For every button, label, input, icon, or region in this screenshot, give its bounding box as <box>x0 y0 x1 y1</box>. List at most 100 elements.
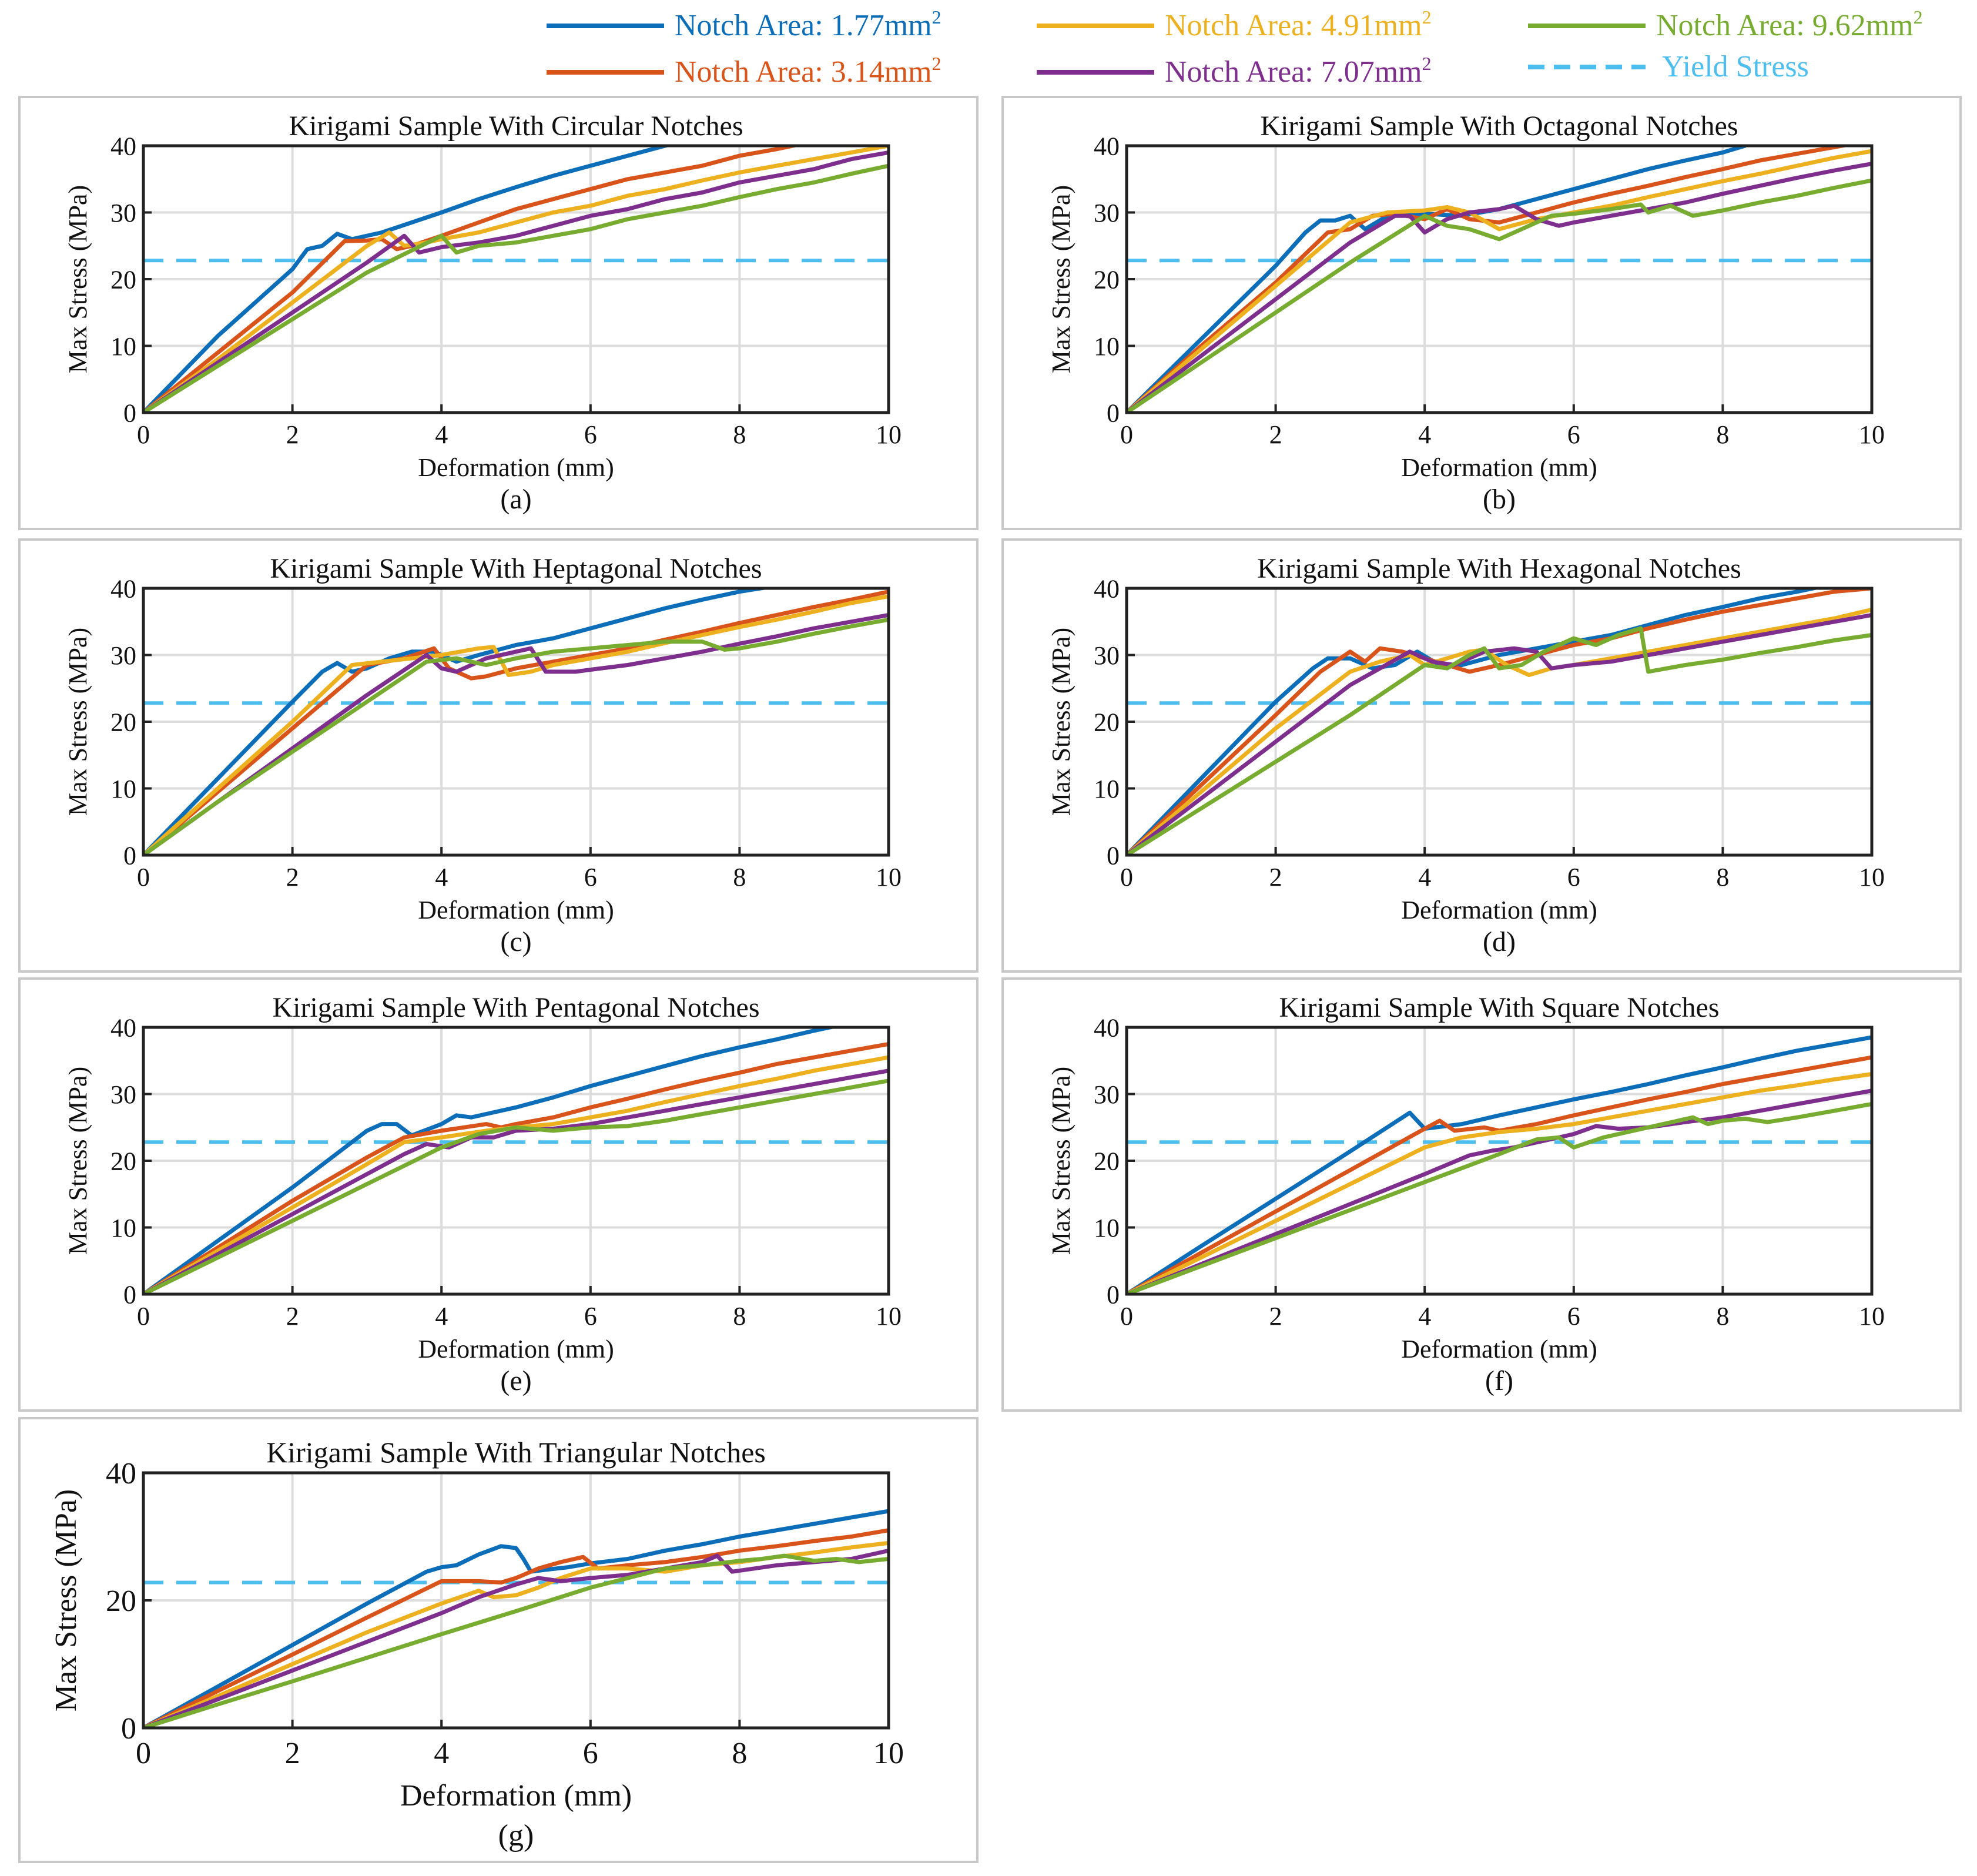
x-tick-label: 2 <box>1269 1302 1282 1331</box>
legend-item-s5: Notch Area: 9.62mm2 <box>1528 6 1923 42</box>
x-tick-label: 0 <box>137 863 150 892</box>
y-axis-label: Max Stress (MPa) <box>1047 185 1075 373</box>
x-tick-label: 8 <box>733 1302 746 1331</box>
series-line-2 <box>1127 1055 1872 1294</box>
x-tick-label: 10 <box>873 1737 904 1770</box>
x-tick-label: 2 <box>286 1302 299 1331</box>
series-line-5 <box>143 1553 889 1728</box>
chart-title: Kirigami Sample With Square Notches <box>1279 992 1719 1023</box>
panel-label: (f) <box>1485 1365 1513 1396</box>
x-axis-label: Deformation (mm) <box>418 896 614 924</box>
x-axis-label: Deformation (mm) <box>400 1779 632 1813</box>
x-tick-label: 6 <box>583 1737 598 1770</box>
x-axis-label: Deformation (mm) <box>1401 453 1597 482</box>
series-line-5 <box>143 163 889 413</box>
y-axis-label: Max Stress (MPa) <box>1047 628 1075 816</box>
legend-label-s1: Notch Area: 1.77mm2 <box>675 6 941 42</box>
x-axis-label: Deformation (mm) <box>418 453 614 482</box>
x-tick-label: 4 <box>1418 420 1431 449</box>
y-tick-label: 10 <box>1094 332 1120 361</box>
series-line-3 <box>1127 607 1872 855</box>
legend-sup-s3: 2 <box>1422 6 1432 28</box>
y-tick-label: 40 <box>1094 1013 1120 1042</box>
panel-f: Kirigami Sample With Square Notches 0 2 4 6 8… <box>1001 977 1962 1412</box>
x-axis-label: Deformation (mm) <box>1401 1335 1597 1364</box>
x-tick-label: 2 <box>285 1737 300 1770</box>
y-tick-label: 30 <box>1094 199 1120 227</box>
panel-frame <box>1001 538 1962 973</box>
chart-title: Kirigami Sample With Octagonal Notches <box>1261 110 1738 142</box>
x-tick-label: 10 <box>1859 863 1885 892</box>
series-line-2 <box>143 146 801 413</box>
y-axis-label: Max Stress (MPa) <box>63 1067 92 1255</box>
x-axis-label: Deformation (mm) <box>418 1335 614 1364</box>
y-tick-label: 0 <box>123 398 136 427</box>
x-tick-label: 6 <box>584 1302 597 1331</box>
y-tick-label: 40 <box>110 574 136 603</box>
x-tick-label: 6 <box>1567 420 1580 449</box>
series-line-5 <box>143 617 889 855</box>
series-line-3 <box>143 146 889 413</box>
series-line-4 <box>1127 612 1872 855</box>
x-tick-label: 0 <box>137 1302 150 1331</box>
x-tick-label: 4 <box>435 863 448 892</box>
chart-title: Kirigami Sample With Heptagonal Notches <box>270 553 762 584</box>
x-tick-label: 2 <box>286 420 299 449</box>
x-tick-label: 10 <box>876 1302 902 1331</box>
legend-sup-s1: 2 <box>932 6 941 28</box>
legend-item-yield: Yield Stress <box>1528 50 1809 83</box>
y-tick-label: 20 <box>1094 708 1120 736</box>
x-tick-label: 8 <box>1716 863 1729 892</box>
chart-title: Kirigami Sample With Circular Notches <box>289 110 743 142</box>
series-line-1 <box>143 146 675 413</box>
chart-title: Kirigami Sample With Hexagonal Notches <box>1257 553 1741 584</box>
legend-sup-s5: 2 <box>1914 6 1923 28</box>
x-tick-label: 8 <box>732 1737 747 1770</box>
x-tick-label: 2 <box>1269 420 1282 449</box>
y-tick-label: 40 <box>110 1013 136 1042</box>
y-tick-label: 0 <box>1107 398 1120 427</box>
panel-frame <box>18 977 979 1412</box>
chart-title: Kirigami Sample With Pentagonal Notches <box>272 992 759 1023</box>
x-tick-label: 8 <box>1716 1302 1729 1331</box>
series-line-1 <box>143 1027 838 1294</box>
y-tick-label: 10 <box>1094 1214 1120 1242</box>
panel-label: (a) <box>500 484 531 515</box>
y-tick-label: 10 <box>110 1214 136 1242</box>
panel-label: (g) <box>498 1819 534 1852</box>
y-tick-label: 40 <box>110 132 136 160</box>
x-tick-label: 8 <box>733 863 746 892</box>
y-tick-label: 40 <box>1094 132 1120 160</box>
y-tick-label: 20 <box>110 1147 136 1175</box>
x-tick-label: 0 <box>1120 863 1133 892</box>
series-line-5 <box>143 1078 889 1294</box>
series-line-1 <box>143 588 771 855</box>
series-line-2 <box>143 1528 889 1728</box>
y-tick-label: 20 <box>106 1584 136 1618</box>
series-line-3 <box>1127 1072 1872 1294</box>
x-tick-label: 0 <box>1120 1302 1133 1331</box>
x-axis-label: Deformation (mm) <box>1401 896 1597 924</box>
series-line-5 <box>1127 626 1872 855</box>
panel-g: Kirigami Sample With Triangular Notches 0… <box>18 1417 979 1863</box>
panel-d: Kirigami Sample With Hexagonal Notches 0 2… <box>1001 538 1962 973</box>
legend-label-s2: Notch Area: 3.14mm2 <box>675 53 941 89</box>
y-axis-label: Max Stress (MPa) <box>63 628 92 816</box>
series-line-2 <box>143 1041 889 1294</box>
y-tick-label: 0 <box>123 1280 136 1309</box>
panel-label: (c) <box>500 926 531 957</box>
x-tick-label: 8 <box>733 420 746 449</box>
legend-item-s2: Notch Area: 3.14mm2 <box>547 53 941 89</box>
series-line-5 <box>1127 178 1872 413</box>
legend-sup-s2: 2 <box>932 53 941 74</box>
y-axis-label: Max Stress (MPa) <box>49 1489 83 1711</box>
x-tick-label: 4 <box>434 1737 449 1770</box>
x-tick-label: 10 <box>1859 420 1885 449</box>
y-tick-label: 10 <box>110 775 136 803</box>
legend-label-s5: Notch Area: 9.62mm2 <box>1656 6 1923 42</box>
y-axis-label: Max Stress (MPa) <box>1047 1067 1075 1255</box>
y-tick-label: 30 <box>110 199 136 227</box>
series-line-3 <box>143 594 889 855</box>
legend-item-s4: Notch Area: 7.07mm2 <box>1037 53 1432 89</box>
